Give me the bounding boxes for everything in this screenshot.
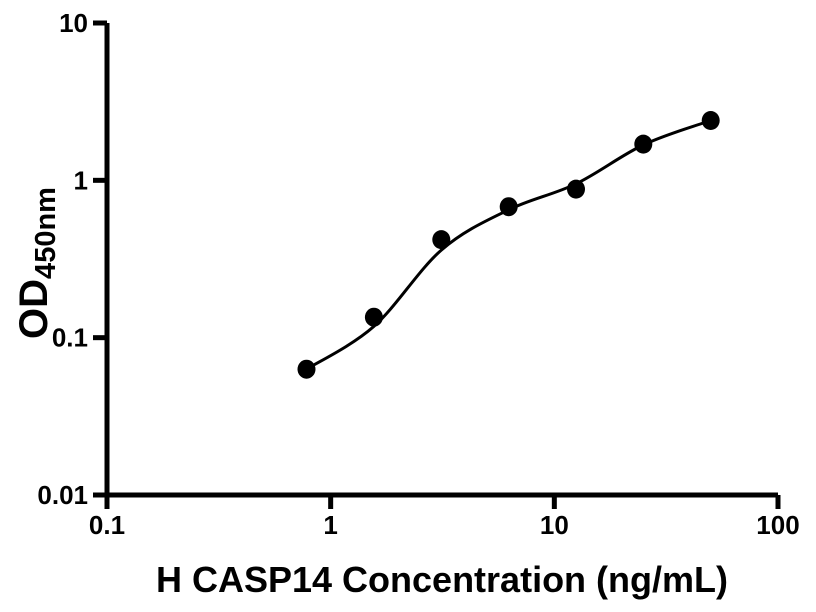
x-axis-tick-label: 1 bbox=[323, 510, 337, 540]
y-axis-tick-label: 1 bbox=[74, 165, 88, 195]
data-point-marker bbox=[432, 230, 451, 250]
y-axis-tick-label: 0.01 bbox=[37, 480, 88, 510]
data-point-marker bbox=[567, 179, 585, 199]
data-point-marker bbox=[297, 359, 316, 379]
fit-curve bbox=[305, 119, 713, 371]
axis-ticks bbox=[93, 20, 781, 509]
y-axis-title-main: OD bbox=[12, 279, 56, 339]
axis-lines bbox=[104, 23, 778, 498]
fit-curve-layer bbox=[305, 119, 713, 371]
axes bbox=[104, 23, 778, 498]
y-axis-title: OD450nm bbox=[12, 187, 62, 339]
data-point-marker bbox=[701, 111, 720, 130]
x-axis-title: H CASP14 Concentration (ng/mL) bbox=[156, 559, 728, 600]
y-axis-title-subscript: 450nm bbox=[30, 187, 62, 279]
data-point-marker bbox=[499, 197, 518, 217]
data-points-layer bbox=[297, 111, 720, 379]
y-axis-tick-label: 0.1 bbox=[52, 323, 88, 353]
data-point-marker bbox=[634, 134, 653, 154]
y-axis-tick-label: 10 bbox=[59, 8, 88, 38]
x-axis-tick-label: 100 bbox=[756, 510, 799, 540]
x-axis-tick-label: 10 bbox=[540, 510, 569, 540]
x-axis-tick-label: 0.1 bbox=[89, 510, 125, 540]
data-point-marker bbox=[364, 307, 383, 327]
